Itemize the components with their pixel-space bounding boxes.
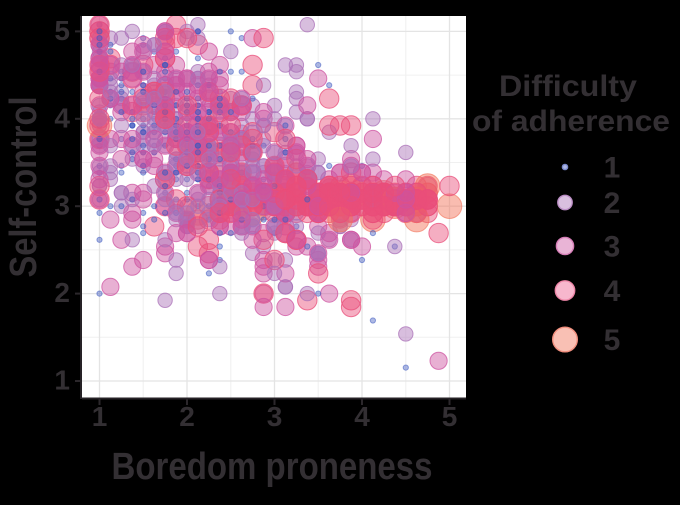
- svg-text:Boredom proneness: Boredom proneness: [112, 446, 433, 488]
- svg-text:5: 5: [54, 15, 70, 46]
- svg-text:1: 1: [604, 152, 621, 185]
- svg-text:4: 4: [604, 275, 621, 308]
- svg-text:5: 5: [442, 401, 458, 432]
- svg-text:5: 5: [604, 324, 621, 357]
- svg-text:1: 1: [92, 401, 108, 432]
- svg-text:2: 2: [54, 277, 70, 308]
- svg-text:4: 4: [354, 401, 370, 432]
- svg-text:3: 3: [267, 401, 283, 432]
- svg-text:Self-control: Self-control: [3, 97, 45, 278]
- svg-text:2: 2: [179, 401, 195, 432]
- svg-text:2: 2: [604, 187, 621, 220]
- svg-text:Difficulty: Difficulty: [499, 70, 637, 103]
- svg-text:1: 1: [54, 365, 70, 396]
- svg-text:of adherence: of adherence: [472, 105, 670, 138]
- svg-text:3: 3: [604, 231, 621, 264]
- svg-text:4: 4: [54, 102, 70, 133]
- svg-text:3: 3: [54, 190, 70, 221]
